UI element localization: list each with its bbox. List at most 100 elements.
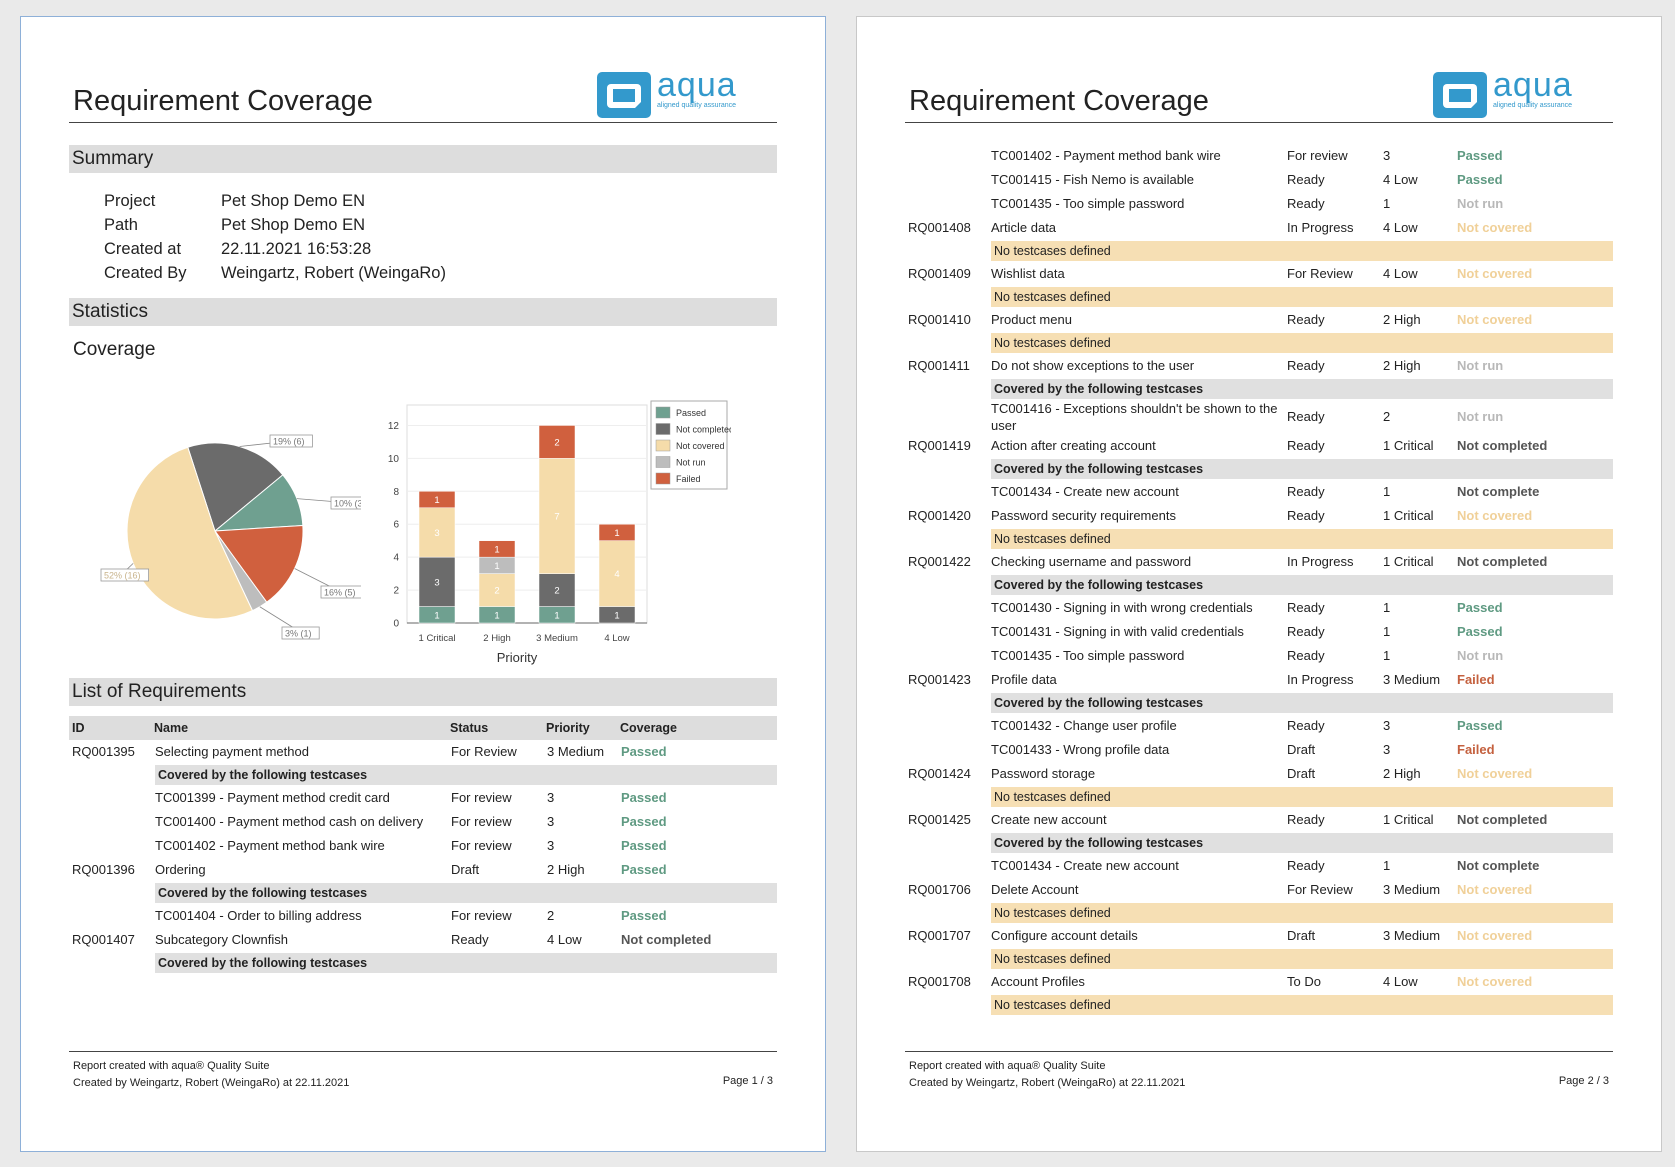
row-name: Configure account details — [991, 928, 1138, 943]
col-status: Status — [450, 721, 489, 735]
aqua-logo: aqua aligned quality assurance — [1433, 66, 1585, 118]
row-coverage: Passed — [621, 744, 667, 759]
band-background — [991, 333, 1613, 353]
row-priority: 3 — [547, 814, 555, 829]
bar-value-label: 1 — [434, 495, 439, 506]
row-coverage: Failed — [1457, 672, 1495, 687]
row-name: Profile data — [991, 672, 1057, 687]
row-name: Ordering — [155, 862, 206, 877]
bar-value-label: 1 — [614, 610, 619, 621]
legend-swatch — [655, 456, 671, 468]
band-label: Covered by the following testcases — [994, 382, 1204, 396]
bar-value-label: 7 — [554, 512, 559, 523]
row-coverage: Passed — [621, 790, 667, 805]
row-coverage: Not covered — [1457, 766, 1533, 781]
row-coverage: Not completed — [1457, 438, 1548, 453]
requirement-row: RQ001707 Configure account details Draft 3 … — [905, 924, 1613, 948]
row-name: TC001402 - Payment method bank wire — [991, 148, 1221, 163]
row-name: TC001400 - Payment method cash on delive… — [155, 814, 424, 829]
row-name: TC001433 - Wrong profile data — [991, 742, 1170, 757]
coverage-pie-chart: 19% (6) 10% (3) 16% (5) 3% (1) 52% (16) — [100, 434, 361, 640]
pie-label-box — [281, 626, 320, 640]
footer-rule — [905, 1051, 1613, 1052]
pie-label-box — [330, 496, 361, 510]
requirements-table: ID Name Status Priority Coverage RQ00139… — [69, 716, 777, 974]
row-status: For Review — [1287, 882, 1353, 897]
bar-segment — [478, 540, 516, 558]
row-status: Ready — [1287, 484, 1325, 499]
testcase-row: TC001404 - Order to billing address For r… — [69, 904, 777, 928]
req-id: RQ001408 — [908, 220, 971, 235]
covered-by-band: Covered by the following testcases — [905, 378, 1613, 400]
row-coverage: Passed — [621, 814, 667, 829]
covered-by-band: Covered by the following testcases — [69, 952, 777, 974]
row-priority: 4 Low — [1383, 974, 1418, 989]
bar-value-label: 1 — [434, 610, 439, 621]
row-coverage: Passed — [621, 908, 667, 923]
footer: Report created with aqua® Quality Suite … — [73, 1058, 349, 1092]
row-coverage: Passed — [1457, 718, 1503, 733]
legend-label: Not covered — [676, 441, 725, 451]
row-name: Action after creating account — [991, 438, 1156, 453]
list-heading: List of Requirements — [69, 678, 777, 706]
row-status: Ready — [1287, 438, 1325, 453]
row-name: Subcategory Clownfish — [155, 932, 288, 947]
requirement-row: RQ001396 Ordering Draft 2 High Passed — [69, 858, 777, 882]
row-name: Account Profiles — [991, 974, 1085, 989]
req-id: RQ001706 — [908, 882, 971, 897]
bar-value-label: 1 — [494, 544, 499, 555]
aqua-logo: aqua aligned quality assurance — [597, 66, 749, 118]
footer-rule — [69, 1051, 777, 1052]
y-tick-label: 4 — [393, 553, 399, 564]
pie-slice — [214, 524, 304, 603]
testcase-row: TC001435 - Too simple password Ready 1 Not … — [905, 644, 1613, 668]
row-name: TC001416 - Exceptions shouldn't be shown… — [991, 400, 1278, 434]
row-name: Delete Account — [991, 882, 1079, 897]
col-id: ID — [72, 721, 85, 735]
row-status: Ready — [1287, 648, 1325, 663]
report-page-2: Requirement Coverage aqua aligned qualit… — [856, 16, 1662, 1152]
x-tick-label: 2 High — [483, 633, 510, 644]
table-header: ID Name Status Priority Coverage — [69, 716, 777, 740]
req-id: RQ001424 — [908, 766, 971, 781]
row-priority: 1 Critical — [1383, 438, 1434, 453]
covered-by-band: Covered by the following testcases — [69, 764, 777, 786]
row-status: To Do — [1287, 974, 1321, 989]
no-testcases-band: No testcases defined — [905, 902, 1613, 924]
x-tick-label: 1 Critical — [419, 633, 456, 644]
band-label: Covered by the following testcases — [158, 768, 368, 782]
row-coverage: Not run — [1457, 409, 1504, 424]
row-status: In Progress — [1287, 220, 1354, 235]
band-background — [991, 529, 1613, 549]
bar-segment — [418, 507, 456, 558]
bar-segment — [538, 425, 576, 459]
row-priority: 1 — [1383, 858, 1391, 873]
row-coverage: Passed — [1457, 172, 1503, 187]
band-background — [991, 949, 1613, 969]
row-coverage: Not run — [1457, 648, 1504, 663]
row-coverage: Not covered — [1457, 928, 1533, 943]
col-coverage: Coverage — [620, 721, 677, 735]
row-coverage: Failed — [1457, 742, 1495, 757]
bar-value-label: 1 — [494, 561, 499, 572]
band-background — [991, 459, 1613, 479]
row-coverage: Not covered — [1457, 508, 1533, 523]
footer-line-1: Report created with aqua® Quality Suite — [73, 1060, 270, 1072]
row-status: In Progress — [1287, 554, 1354, 569]
legend-label: Not completed — [676, 425, 731, 435]
no-testcases-band: No testcases defined — [905, 786, 1613, 808]
page-title: Requirement Coverage — [73, 85, 373, 117]
legend-label: Not run — [676, 458, 706, 468]
summary-key: Path — [104, 216, 138, 234]
y-tick-label: 8 — [393, 487, 399, 498]
row-priority: 4 Low — [1383, 172, 1418, 187]
logo-tagline: aligned quality assurance — [657, 102, 736, 109]
legend-swatch — [655, 439, 671, 452]
row-coverage: Not covered — [1457, 312, 1533, 327]
pie-label: 3% (1) — [285, 629, 312, 639]
logo-tagline: aligned quality assurance — [1493, 102, 1572, 109]
row-coverage: Not run — [1457, 358, 1504, 373]
row-priority: 1 — [1383, 484, 1391, 499]
title-rule — [905, 122, 1613, 123]
row-priority: 1 — [1383, 600, 1391, 615]
